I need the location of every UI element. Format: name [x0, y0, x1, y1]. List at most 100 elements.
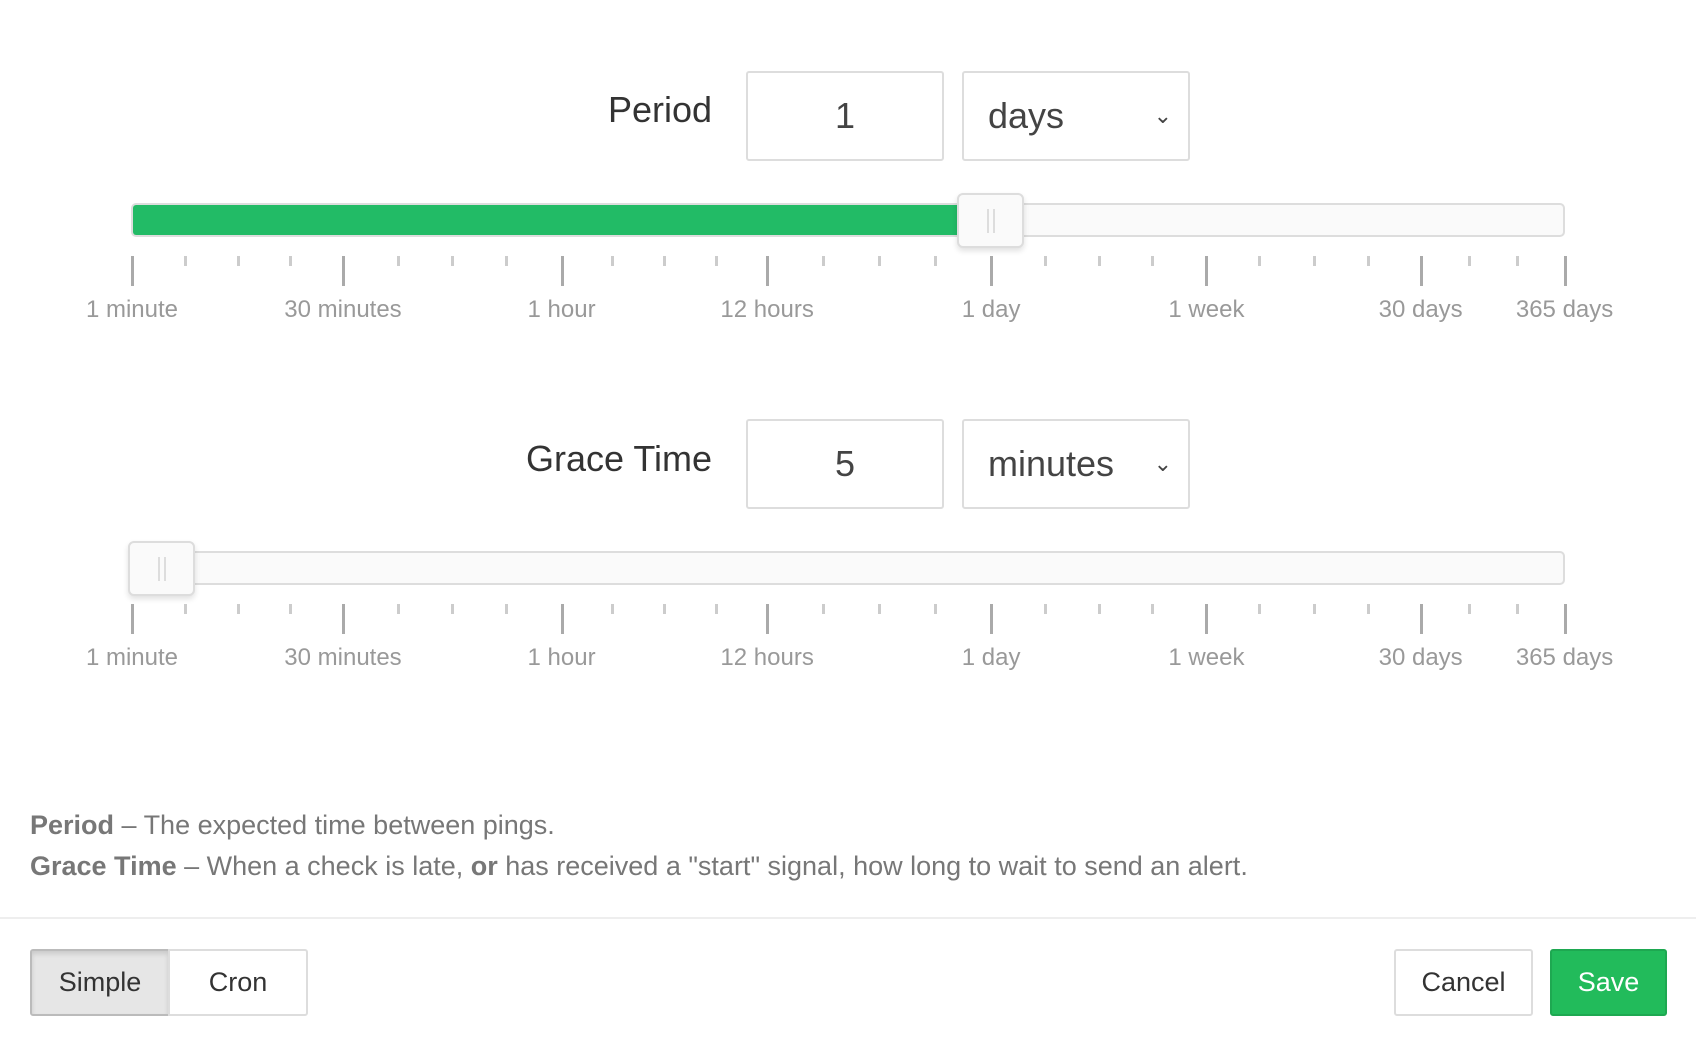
minor-tick	[822, 604, 826, 614]
minor-tick	[184, 604, 188, 614]
minor-tick	[611, 256, 615, 266]
period-label: Period	[607, 89, 712, 130]
minor-tick	[877, 256, 881, 266]
grace-help-term: Grace Time	[30, 851, 177, 881]
tick-label: 30 minutes	[284, 296, 402, 323]
period-slider-fill	[133, 205, 961, 235]
period-help-text: – The expected time between pings.	[114, 810, 555, 840]
period-unit-value: days	[988, 95, 1065, 136]
minor-tick	[1044, 604, 1048, 614]
major-tick	[341, 256, 345, 286]
tick-label: 1 week	[1168, 296, 1245, 323]
period-slider-handle[interactable]	[957, 193, 1024, 248]
grace-value-input[interactable]: 5	[746, 419, 944, 509]
tick-label: 365 days	[1515, 296, 1614, 323]
major-tick	[560, 256, 564, 286]
grace-help-text-2: has received a "start" signal, how long …	[497, 851, 1248, 881]
tick-label: 30 days	[1378, 644, 1463, 671]
minor-tick	[663, 256, 667, 266]
minor-tick	[1515, 604, 1519, 614]
period-value-input[interactable]: 1	[746, 71, 944, 161]
simple-mode-button[interactable]: Simple	[30, 949, 170, 1016]
period-help: Period – The expected time between pings…	[30, 810, 555, 841]
period-slider-track[interactable]	[131, 203, 1565, 237]
minor-tick	[288, 256, 292, 266]
minor-tick	[237, 256, 241, 266]
tick-label: 1 hour	[527, 296, 596, 323]
minor-tick	[1515, 256, 1519, 266]
minor-tick	[933, 604, 937, 614]
minor-tick	[451, 604, 455, 614]
major-tick	[1205, 256, 1209, 286]
chevron-down-icon: ⌄	[1153, 103, 1172, 128]
tick-label: 1 minute	[85, 644, 179, 671]
grace-help-text: – When a check is late,	[176, 851, 471, 881]
minor-tick	[1468, 604, 1472, 614]
minor-tick	[1044, 256, 1048, 266]
minor-tick	[505, 604, 509, 614]
minor-tick	[715, 604, 719, 614]
minor-tick	[1098, 256, 1102, 266]
minor-tick	[1258, 256, 1262, 266]
major-tick	[560, 604, 564, 634]
minor-tick	[1258, 604, 1262, 614]
minor-tick	[1151, 256, 1155, 266]
footer-divider	[0, 917, 1696, 919]
minor-tick	[1151, 604, 1155, 614]
minor-tick	[877, 604, 881, 614]
major-tick	[766, 604, 770, 634]
minor-tick	[451, 256, 455, 266]
major-tick	[1205, 604, 1209, 634]
period-help-term: Period	[30, 810, 115, 840]
tick-label: 1 week	[1168, 644, 1245, 671]
grace-slider-handle[interactable]	[128, 541, 195, 596]
minor-tick	[397, 604, 401, 614]
tick-label: 12 hours	[720, 296, 814, 323]
minor-tick	[184, 256, 188, 266]
tick-label: 1 hour	[527, 644, 596, 671]
major-tick	[131, 604, 134, 634]
chevron-down-icon: ⌄	[1153, 451, 1172, 476]
minor-tick	[505, 256, 509, 266]
minor-tick	[1366, 604, 1370, 614]
period-unit-select[interactable]: days ⌄	[962, 71, 1190, 161]
major-tick	[1419, 256, 1423, 286]
major-tick	[990, 604, 994, 634]
cancel-button[interactable]: Cancel	[1394, 949, 1533, 1016]
tick-label: 30 days	[1378, 296, 1463, 323]
minor-tick	[1098, 604, 1102, 614]
tick-label: 1 day	[961, 296, 1021, 323]
minor-tick	[1312, 604, 1316, 614]
major-tick	[766, 256, 770, 286]
minor-tick	[715, 256, 719, 266]
major-tick	[990, 256, 994, 286]
minor-tick	[933, 256, 937, 266]
save-button[interactable]: Save	[1550, 949, 1667, 1016]
major-tick	[1419, 604, 1423, 634]
grace-unit-select[interactable]: minutes ⌄	[962, 419, 1190, 509]
tick-label: 30 minutes	[284, 644, 402, 671]
grace-help-or: or	[470, 851, 498, 881]
major-tick	[341, 604, 345, 634]
grace-slider-track[interactable]	[131, 551, 1565, 585]
major-tick	[1563, 256, 1567, 286]
minor-tick	[611, 604, 615, 614]
minor-tick	[1312, 256, 1316, 266]
major-tick	[131, 256, 134, 286]
tick-label: 1 minute	[85, 296, 179, 323]
minor-tick	[237, 604, 241, 614]
tick-label: 365 days	[1515, 644, 1614, 671]
cron-mode-button[interactable]: Cron	[168, 949, 308, 1016]
grace-help: Grace Time – When a check is late, or ha…	[30, 851, 1248, 882]
minor-tick	[1366, 256, 1370, 266]
grace-label: Grace Time	[525, 438, 712, 479]
minor-tick	[663, 604, 667, 614]
grace-unit-value: minutes	[988, 443, 1115, 484]
minor-tick	[397, 256, 401, 266]
tick-label: 12 hours	[720, 644, 814, 671]
minor-tick	[1468, 256, 1472, 266]
major-tick	[1563, 604, 1567, 634]
minor-tick	[288, 604, 292, 614]
tick-label: 1 day	[961, 644, 1021, 671]
minor-tick	[822, 256, 826, 266]
